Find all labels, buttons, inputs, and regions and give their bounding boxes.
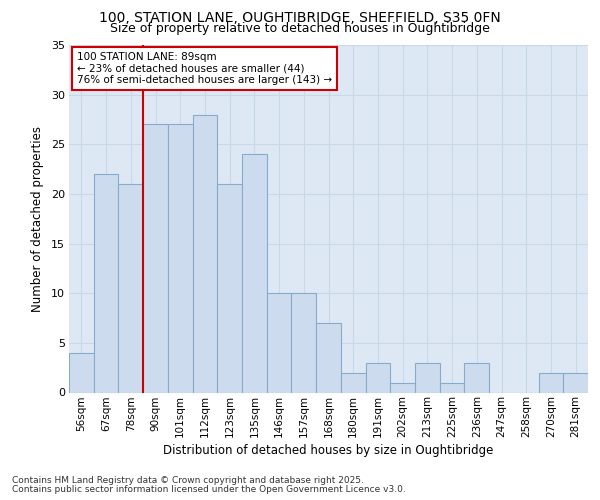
Bar bbox=[94, 174, 118, 392]
Bar bbox=[390, 382, 415, 392]
Bar bbox=[292, 293, 316, 392]
Bar bbox=[341, 372, 365, 392]
Bar bbox=[242, 154, 267, 392]
Bar bbox=[440, 382, 464, 392]
Bar bbox=[539, 372, 563, 392]
Text: 100 STATION LANE: 89sqm
← 23% of detached houses are smaller (44)
76% of semi-de: 100 STATION LANE: 89sqm ← 23% of detache… bbox=[77, 52, 332, 85]
Bar bbox=[168, 124, 193, 392]
Y-axis label: Number of detached properties: Number of detached properties bbox=[31, 126, 44, 312]
Bar bbox=[193, 114, 217, 392]
Bar bbox=[415, 362, 440, 392]
Bar bbox=[267, 293, 292, 392]
Bar bbox=[464, 362, 489, 392]
Text: Contains public sector information licensed under the Open Government Licence v3: Contains public sector information licen… bbox=[12, 485, 406, 494]
Text: Contains HM Land Registry data © Crown copyright and database right 2025.: Contains HM Land Registry data © Crown c… bbox=[12, 476, 364, 485]
Bar bbox=[118, 184, 143, 392]
Bar bbox=[217, 184, 242, 392]
Text: Size of property relative to detached houses in Oughtibridge: Size of property relative to detached ho… bbox=[110, 22, 490, 35]
Bar bbox=[563, 372, 588, 392]
X-axis label: Distribution of detached houses by size in Oughtibridge: Distribution of detached houses by size … bbox=[163, 444, 494, 458]
Bar bbox=[316, 323, 341, 392]
Bar bbox=[143, 124, 168, 392]
Bar bbox=[69, 353, 94, 393]
Text: 100, STATION LANE, OUGHTIBRIDGE, SHEFFIELD, S35 0FN: 100, STATION LANE, OUGHTIBRIDGE, SHEFFIE… bbox=[99, 11, 501, 25]
Bar bbox=[365, 362, 390, 392]
